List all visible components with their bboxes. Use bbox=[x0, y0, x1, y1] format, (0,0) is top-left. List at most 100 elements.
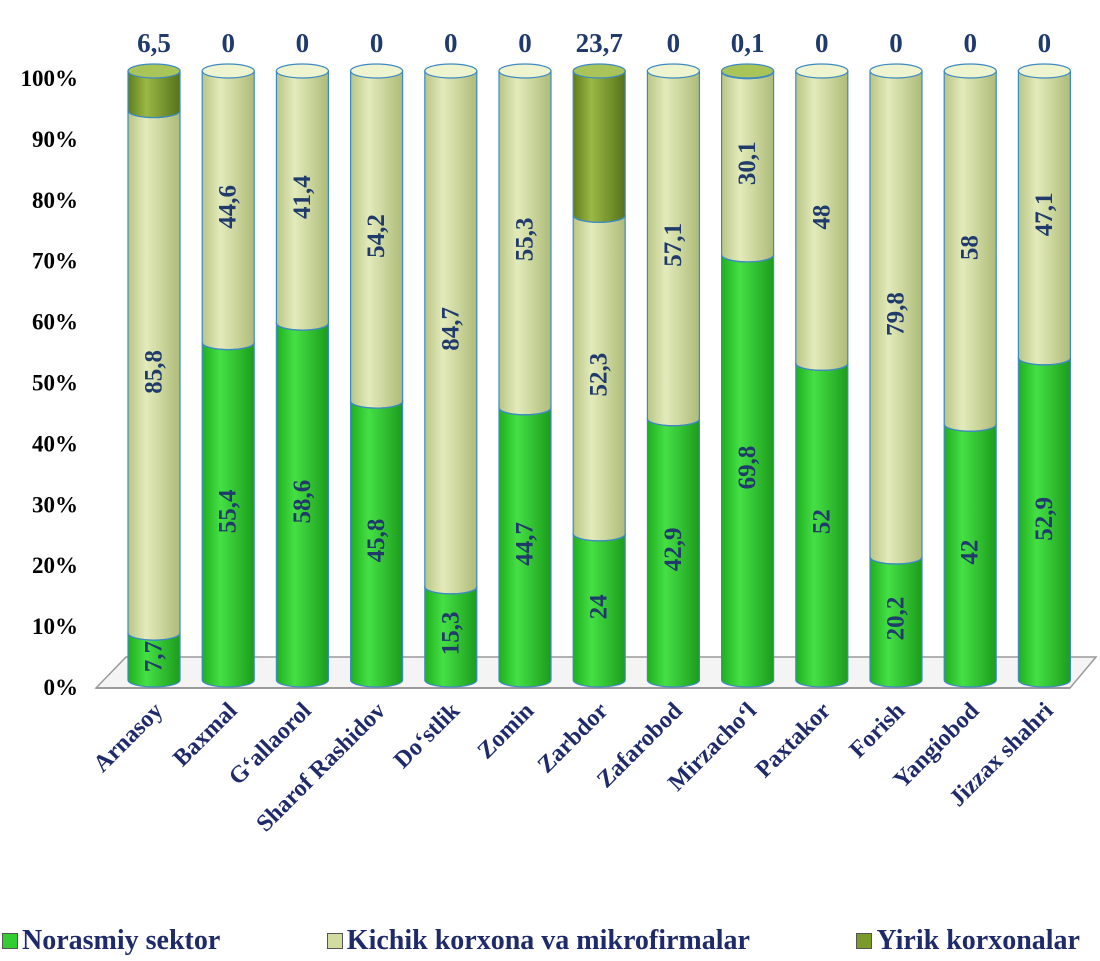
segment-edge bbox=[943, 424, 997, 432]
y-tick-label: 20% bbox=[32, 553, 78, 578]
bar-segment bbox=[350, 400, 404, 688]
category-label: Sharof Rashidov bbox=[252, 698, 391, 837]
segment-edge bbox=[795, 363, 849, 371]
segment-edge bbox=[721, 71, 775, 80]
data-label: 52 bbox=[808, 509, 835, 534]
y-tick-label: 100% bbox=[21, 66, 79, 91]
stacked-cylinder-chart: 0% 10% 20% 30% 40% 50% 60% 70% 80% 90% 100% 7,7 85,… bbox=[21, 28, 1098, 837]
legend-swatch-icon bbox=[856, 932, 873, 949]
data-label-top: 0 bbox=[370, 28, 384, 58]
bar-group bbox=[424, 63, 478, 688]
segment-edge bbox=[1017, 357, 1071, 366]
segment-edge bbox=[275, 322, 329, 331]
bar-segment bbox=[127, 632, 181, 688]
legend: Norasmiy sektor Kichik korxona va mikrof… bbox=[0, 920, 1100, 961]
bar-segment bbox=[275, 322, 329, 688]
data-label: 20,2 bbox=[883, 597, 910, 641]
category-label: Baxmal bbox=[168, 698, 242, 772]
bar-top-cap bbox=[498, 63, 552, 79]
bar-top-cap bbox=[720, 63, 775, 79]
y-tick-label: 50% bbox=[32, 371, 78, 396]
data-label: 55,4 bbox=[215, 489, 242, 533]
data-label: 47,1 bbox=[1031, 193, 1058, 237]
bar-group bbox=[943, 63, 997, 688]
bar-top-cap bbox=[572, 63, 626, 79]
segment-edge bbox=[350, 400, 404, 409]
data-label-top: 0 bbox=[518, 28, 532, 58]
bar-top-cap bbox=[127, 63, 181, 79]
bar-segment bbox=[646, 418, 700, 688]
data-labels-layer: 7,7 85,8 6,5 55,4 44,6 0 58,6 41,4 0 45,8 54,2 0 15,… bbox=[137, 28, 1058, 672]
bar-top-cap bbox=[424, 63, 478, 79]
segment-edge bbox=[721, 254, 775, 263]
y-tick-label: 80% bbox=[32, 188, 78, 213]
data-label: 7,7 bbox=[141, 641, 168, 672]
data-label-top: 0 bbox=[963, 28, 977, 58]
bar-segment bbox=[869, 556, 923, 688]
bar-top-cap bbox=[350, 63, 404, 79]
segment-edge bbox=[424, 586, 478, 595]
bar-top-cap bbox=[275, 63, 329, 79]
bar-group bbox=[127, 63, 181, 688]
bar-segment bbox=[572, 533, 626, 688]
data-label-top: 0,1 bbox=[731, 28, 765, 58]
segment-edge bbox=[498, 407, 552, 416]
data-label-top: 0 bbox=[296, 28, 310, 58]
legend-label: Kichik korxona va mikrofirmalar bbox=[346, 924, 750, 956]
data-label: 44,6 bbox=[215, 185, 242, 229]
data-label-top: 0 bbox=[815, 28, 829, 58]
bar-group bbox=[572, 63, 626, 688]
data-label: 55,3 bbox=[512, 218, 539, 262]
bar-segment bbox=[572, 70, 626, 223]
category-label: Do‘stlik bbox=[389, 697, 465, 773]
legend-item-yirik: Yirik korxonalar bbox=[856, 925, 1080, 957]
y-tick-label: 30% bbox=[32, 492, 78, 517]
category-label: Forish bbox=[845, 698, 911, 764]
data-label: 58,6 bbox=[289, 480, 316, 524]
bar-group bbox=[201, 63, 255, 688]
data-label: 44,7 bbox=[512, 522, 539, 566]
data-label: 42 bbox=[957, 540, 984, 565]
data-label: 57,1 bbox=[660, 223, 687, 267]
data-label: 52,9 bbox=[1031, 497, 1058, 541]
data-label: 45,8 bbox=[363, 519, 390, 563]
category-label: Zomin bbox=[473, 698, 539, 764]
bar-segment bbox=[498, 407, 552, 688]
y-tick-label: 0% bbox=[44, 675, 79, 700]
category-label: Arnasoy bbox=[89, 698, 169, 778]
y-axis: 0% 10% 20% 30% 40% 50% 60% 70% 80% 90% 100% bbox=[21, 66, 79, 700]
bar-segment bbox=[721, 254, 775, 688]
bar-segment bbox=[795, 362, 849, 688]
bar-top-cap bbox=[646, 63, 701, 79]
y-tick-label: 70% bbox=[32, 249, 78, 274]
bar-top-cap bbox=[201, 63, 255, 79]
segment-edge bbox=[127, 632, 181, 641]
legend-swatch-icon bbox=[326, 932, 343, 949]
data-label-top: 0 bbox=[221, 28, 235, 58]
bar-group bbox=[795, 63, 849, 688]
segment-edge bbox=[201, 342, 255, 351]
data-label: 30,1 bbox=[734, 141, 761, 185]
y-tick-label: 10% bbox=[32, 614, 78, 639]
y-tick-label: 40% bbox=[32, 431, 78, 456]
segment-edge bbox=[572, 533, 626, 542]
segment-edge bbox=[869, 556, 923, 565]
bar-group bbox=[275, 63, 329, 688]
data-label-top: 0 bbox=[667, 28, 681, 58]
category-label: Paxtakor bbox=[751, 698, 837, 784]
segment-edge bbox=[572, 215, 626, 223]
data-label-top: 0 bbox=[889, 28, 903, 58]
bar-group bbox=[646, 63, 701, 688]
bar-group bbox=[498, 63, 552, 688]
legend-item-norasmiy: Norasmiy sektor bbox=[2, 925, 220, 957]
data-label-top: 23,7 bbox=[576, 28, 623, 58]
data-label: 69,8 bbox=[734, 446, 761, 490]
bar-group bbox=[720, 63, 775, 688]
data-label-top: 0 bbox=[444, 28, 458, 58]
data-label: 15,3 bbox=[437, 612, 464, 656]
data-label-top: 0 bbox=[1038, 28, 1052, 58]
bar-top-cap bbox=[1017, 63, 1072, 79]
data-label: 48 bbox=[808, 205, 835, 230]
data-label: 24 bbox=[586, 594, 613, 620]
bars-layer bbox=[127, 63, 1072, 688]
